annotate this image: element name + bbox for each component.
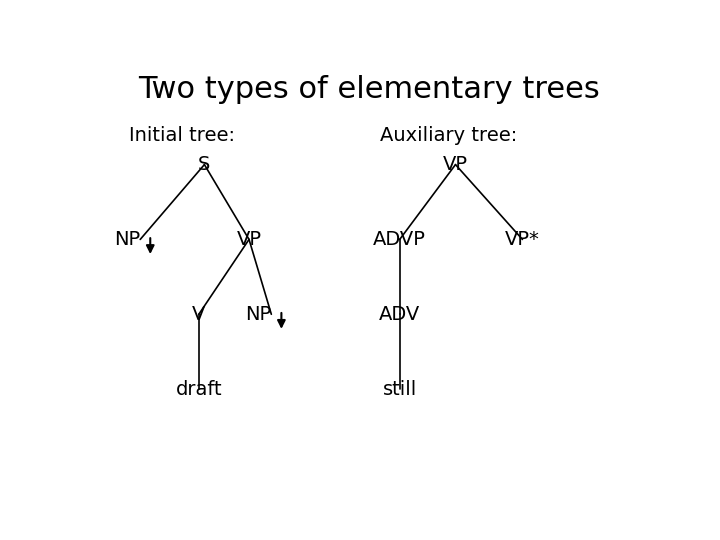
- Text: NP: NP: [114, 230, 140, 249]
- Text: S: S: [198, 155, 210, 174]
- Text: VP: VP: [443, 155, 468, 174]
- Text: VP*: VP*: [505, 230, 540, 249]
- Text: NP: NP: [246, 305, 271, 324]
- Text: ADV: ADV: [379, 305, 420, 324]
- Text: VP: VP: [237, 230, 261, 249]
- Text: ADVP: ADVP: [373, 230, 426, 249]
- Text: draft: draft: [176, 380, 222, 399]
- Text: Auxiliary tree:: Auxiliary tree:: [380, 126, 518, 145]
- Text: still: still: [382, 380, 417, 399]
- Text: Initial tree:: Initial tree:: [129, 126, 235, 145]
- Text: V: V: [192, 305, 205, 324]
- Text: Two types of elementary trees: Two types of elementary trees: [138, 75, 600, 104]
